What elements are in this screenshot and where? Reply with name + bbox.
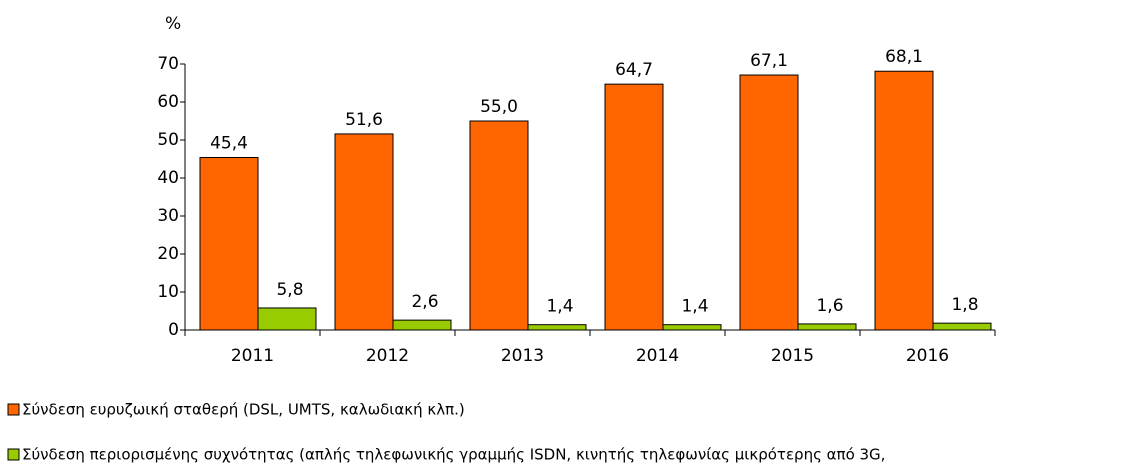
data-label: 1,8 bbox=[951, 295, 978, 315]
data-label: 64,7 bbox=[615, 60, 653, 80]
bar bbox=[874, 70, 934, 331]
bar bbox=[604, 83, 664, 331]
y-tick-label: 70 bbox=[157, 54, 179, 74]
data-label: 1,4 bbox=[681, 297, 708, 317]
data-label: 5,8 bbox=[276, 280, 303, 300]
x-tick-label: 2014 bbox=[636, 346, 679, 366]
y-tick-label: 50 bbox=[157, 130, 179, 150]
y-tick-label: 10 bbox=[157, 282, 179, 302]
x-tick-label: 2016 bbox=[906, 346, 949, 366]
bar bbox=[392, 319, 452, 331]
y-tick-label: 40 bbox=[157, 168, 179, 188]
bar bbox=[662, 324, 722, 331]
data-label: 2,6 bbox=[411, 292, 438, 312]
data-label: 1,4 bbox=[546, 297, 573, 317]
legend-swatch bbox=[7, 448, 20, 461]
bar bbox=[199, 156, 259, 331]
x-tick-label: 2015 bbox=[771, 346, 814, 366]
bar bbox=[527, 324, 587, 331]
data-label: 1,6 bbox=[816, 296, 843, 316]
legend-label: Σύνδεση ευρυζωική σταθερή (DSL, UMTS, κα… bbox=[22, 401, 465, 419]
bar bbox=[797, 323, 857, 331]
data-label: 51,6 bbox=[345, 110, 383, 130]
y-tick-label: 60 bbox=[157, 92, 179, 112]
y-axis-label: % bbox=[165, 14, 181, 34]
x-tick-label: 2011 bbox=[231, 346, 274, 366]
data-label: 67,1 bbox=[750, 51, 788, 71]
bar bbox=[334, 133, 394, 331]
data-label: 68,1 bbox=[885, 47, 923, 67]
bar bbox=[932, 322, 992, 331]
y-tick-label: 30 bbox=[157, 206, 179, 226]
legend-swatch bbox=[7, 403, 20, 416]
bar bbox=[469, 120, 529, 331]
y-tick-label: 20 bbox=[157, 244, 179, 264]
data-label: 45,4 bbox=[210, 133, 248, 153]
bar bbox=[739, 74, 799, 331]
data-label: 55,0 bbox=[480, 97, 518, 117]
legend-label: Σύνδεση περιορισμένης συχνότητας (απλής … bbox=[22, 446, 885, 464]
x-tick-label: 2012 bbox=[366, 346, 409, 366]
x-tick-label: 2013 bbox=[501, 346, 544, 366]
bar bbox=[257, 307, 317, 331]
y-tick-label: 0 bbox=[168, 320, 179, 340]
